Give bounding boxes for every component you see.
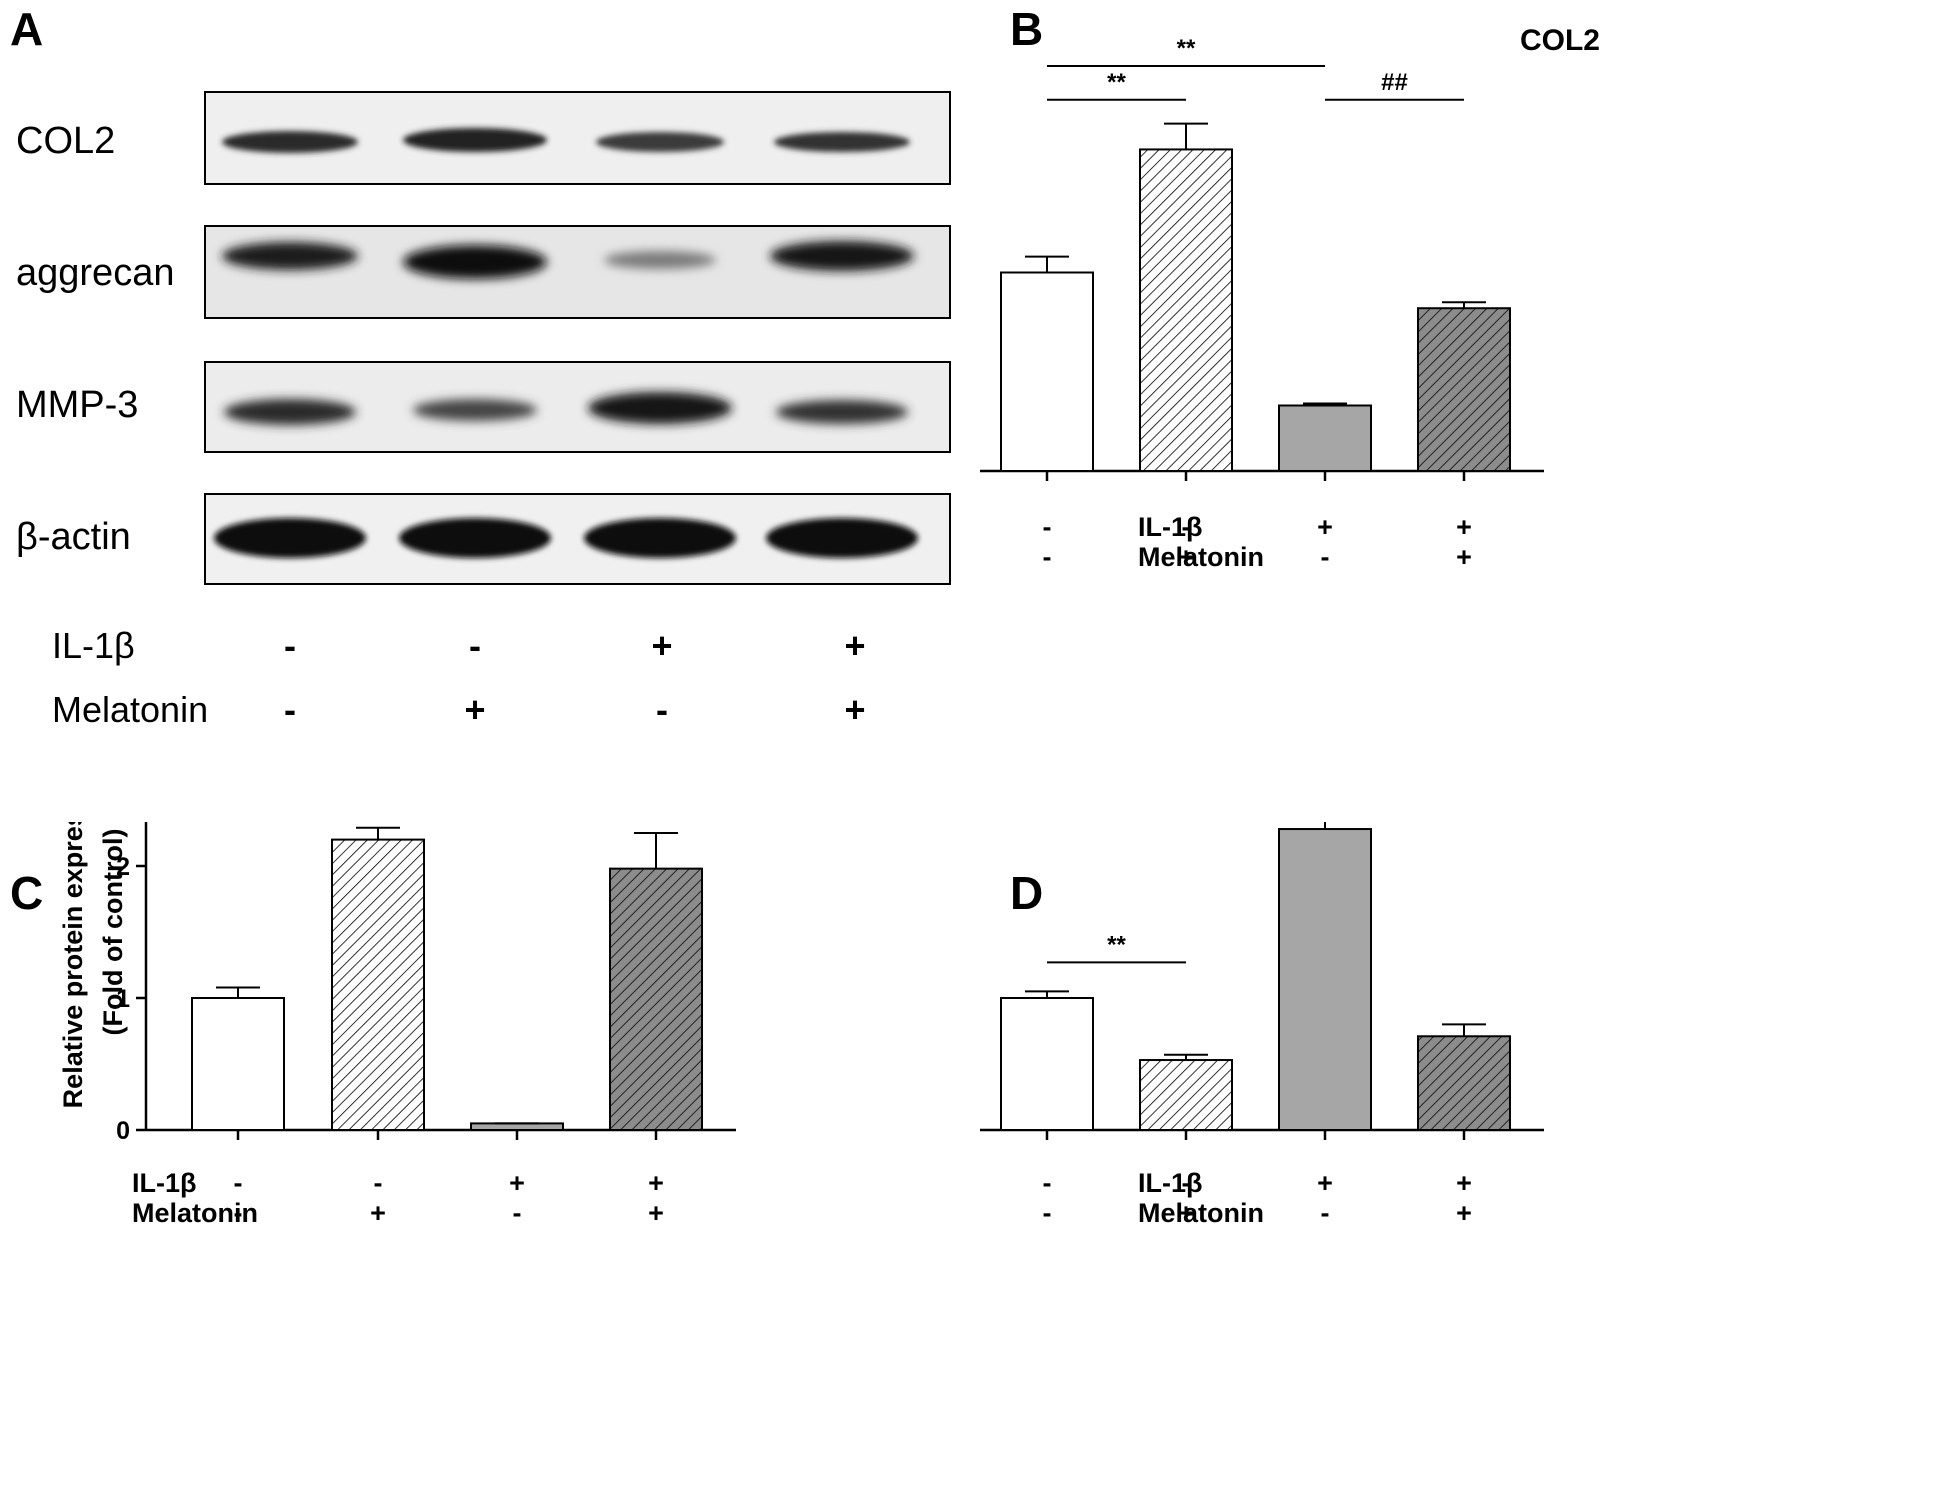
blot-sign: + <box>844 625 866 666</box>
treatment-sign: - <box>1321 1198 1330 1228</box>
treatment-sign: + <box>370 1198 386 1228</box>
treatment-label: Melatonin <box>1138 542 1264 572</box>
significance-label: ** <box>1107 931 1126 958</box>
bar-chart-col2: COL20.00.51.01.52.0Relative protein expr… <box>980 24 1600 572</box>
bar <box>1139 1059 1233 1131</box>
panel-letter-a: A <box>10 3 44 55</box>
treatment-label: Melatonin <box>1138 1198 1264 1228</box>
significance-label: ** <box>1107 69 1126 96</box>
blot-strip-beta-actin <box>204 493 951 585</box>
treatment-sign: + <box>1456 1198 1472 1228</box>
bar <box>609 867 703 1131</box>
treatment-sign: - <box>1043 512 1052 542</box>
treatment-sign: + <box>648 1168 664 1198</box>
bar <box>1417 307 1511 473</box>
bar <box>1417 1035 1511 1131</box>
blot-sign: - <box>284 625 296 666</box>
y-axis-label: (Fold of control) <box>98 829 128 1036</box>
blot-sign: - <box>656 689 668 730</box>
treatment-sign: + <box>509 1168 525 1198</box>
western-blot-image <box>204 91 951 585</box>
treatment-sign: - <box>1043 1168 1052 1198</box>
treatment-sign: + <box>1317 1168 1333 1198</box>
treatment-sign: - <box>1182 1168 1191 1198</box>
treatment-label: IL-1β <box>132 1168 196 1198</box>
bar <box>1278 828 1372 1131</box>
panel-letter-c: C <box>10 867 44 919</box>
treatment-sign: - <box>1043 542 1052 572</box>
chart-title: COL2 <box>1520 24 1600 57</box>
blot-sign: + <box>844 689 866 730</box>
blot-label-aggrecan: aggrecan <box>16 252 175 294</box>
blot-label-beta-actin: β-actin <box>16 516 131 558</box>
blot-strip-col2 <box>204 91 951 185</box>
y-tick-label: 2 <box>116 853 130 881</box>
treatment-sign: + <box>648 1198 664 1228</box>
bar <box>191 997 285 1131</box>
treatment-sign: - <box>374 1168 383 1198</box>
blot-treatment-label-melatonin: Melatonin <box>52 689 209 730</box>
treatment-sign: + <box>1178 1198 1194 1228</box>
treatment-label: Melatonin <box>132 1198 258 1228</box>
blot-sign: + <box>651 625 673 666</box>
treatment-sign: - <box>234 1198 243 1228</box>
treatment-sign: + <box>1178 542 1194 572</box>
bar <box>1000 997 1094 1131</box>
blot-strip-aggrecan <box>204 225 951 319</box>
treatment-label: IL-1β <box>1138 512 1202 542</box>
blot-strip-mmp3 <box>204 361 951 453</box>
bar-chart-aggrecan: aggrecan0123Relative protein expression(… <box>58 822 736 1228</box>
treatment-sign: - <box>1043 1198 1052 1228</box>
treatment-sign: - <box>1182 512 1191 542</box>
treatment-sign: - <box>234 1168 243 1198</box>
treatment-sign: + <box>1456 1168 1472 1198</box>
blot-sign: + <box>464 689 486 730</box>
blot-label-mmp3: MMP-3 <box>16 384 139 426</box>
panel-letter-d: D <box>1010 867 1044 919</box>
bar-chart-mmp3: MMP-30123Relative protein expression(Fol… <box>980 822 1544 1228</box>
treatment-sign: - <box>1321 542 1330 572</box>
bar <box>331 838 425 1131</box>
treatment-sign: + <box>1456 512 1472 542</box>
bar <box>1139 148 1233 472</box>
y-axis-label: Relative protein expression <box>58 822 88 1108</box>
significance-label: ## <box>1381 69 1408 96</box>
bar <box>1000 271 1094 472</box>
y-tick-label: 1 <box>116 985 130 1013</box>
treatment-sign: + <box>1317 512 1333 542</box>
y-tick-label: 0 <box>116 1117 130 1145</box>
treatment-label: IL-1β <box>1138 1168 1202 1198</box>
significance-label: ** <box>1177 35 1196 62</box>
bar <box>1278 404 1372 472</box>
blot-treatment-label-il1b: IL-1β <box>52 625 135 666</box>
treatment-sign: + <box>1456 542 1472 572</box>
treatment-sign: - <box>513 1198 522 1228</box>
blot-sign: - <box>284 689 296 730</box>
panel-letter-b: B <box>1010 3 1044 55</box>
blot-label-col2: COL2 <box>16 120 116 162</box>
blot-sign: - <box>469 625 481 666</box>
